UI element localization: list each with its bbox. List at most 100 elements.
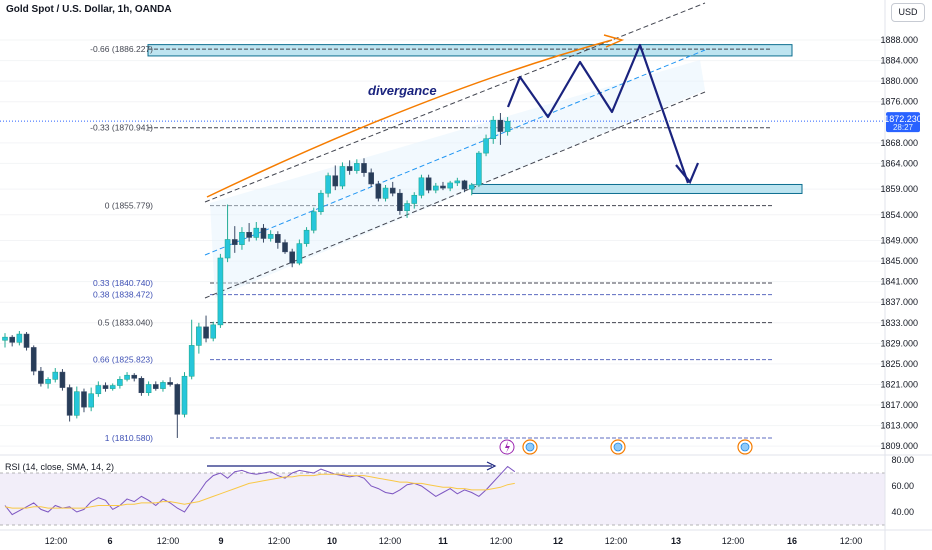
candle-body (74, 391, 80, 416)
rsi-tick-label: 40.00 (891, 507, 914, 517)
candle-body (339, 166, 346, 187)
economic-event-icon (737, 439, 753, 455)
fib-level-label: 1 (1810.580) (105, 433, 153, 443)
candle-body (117, 379, 123, 386)
candle (411, 192, 418, 209)
candle-body (476, 152, 482, 186)
grid-layer (0, 39, 885, 447)
price-tick-label: 1845.000 (880, 256, 918, 266)
flag-glyph (613, 442, 623, 452)
price-tick-label: 1888.000 (880, 35, 918, 45)
candle-body (275, 234, 281, 243)
divergence-curve (206, 39, 613, 198)
price-zone (147, 44, 793, 57)
candle-body (174, 384, 181, 415)
candle (138, 376, 145, 396)
event-icons (499, 439, 753, 455)
candle (9, 335, 15, 347)
price-tick-label: 1884.000 (880, 56, 918, 66)
candle-body (239, 231, 245, 245)
divergence-arrow-head (603, 34, 625, 48)
candles-layer (2, 113, 511, 438)
rsi-line (4, 465, 516, 516)
candle (483, 134, 489, 157)
candle (30, 345, 37, 376)
rsi-pane: 80.00 60.00 40.00 (0, 455, 914, 526)
candle-body (440, 185, 446, 189)
candle-body (346, 166, 353, 171)
projection-arrow-head (675, 162, 700, 185)
candle (296, 239, 303, 266)
candle (275, 231, 281, 249)
price-tick-label: 1817.000 (880, 400, 918, 410)
channel-lower-line (204, 91, 706, 299)
price-tick-label: 1829.000 (880, 338, 918, 348)
candle-body (447, 182, 453, 189)
candle (210, 321, 217, 342)
candle (152, 381, 159, 391)
economic-event-icon (522, 439, 538, 455)
candle (167, 377, 173, 387)
candle (504, 117, 511, 136)
candle (318, 190, 324, 215)
candle-body (504, 120, 511, 132)
candle-body (231, 239, 238, 245)
currency-button[interactable]: USD (891, 3, 925, 22)
candle-body (66, 387, 73, 416)
candle-body (483, 138, 489, 154)
candle (404, 200, 410, 218)
candle (461, 179, 468, 193)
fib-level-label: 0 (1855.779) (105, 201, 153, 211)
candle-body (490, 119, 497, 140)
time-tick-label: 6 (107, 536, 112, 546)
candle (325, 172, 331, 198)
candle-body (2, 336, 8, 341)
candle (160, 380, 166, 392)
time-axis: 12:00 6 12:00 9 12:00 10 12:00 11 12:00 12 12:00 13… (45, 536, 863, 546)
candle (454, 177, 461, 187)
price-tick-label: 1825.000 (880, 359, 918, 369)
candle-body (404, 203, 410, 211)
candle-body (52, 371, 59, 380)
candle (260, 224, 267, 243)
fib-level-label: 0.33 (1840.740) (93, 278, 153, 288)
time-tick-label: 12 (553, 536, 563, 546)
candle (109, 383, 116, 391)
candle-body (375, 183, 382, 199)
price-tick-label: 1821.000 (880, 379, 918, 389)
flag-glyph (740, 442, 750, 452)
candle (389, 181, 396, 197)
time-tick-label: 12:00 (605, 536, 628, 546)
candle-body (145, 384, 152, 394)
candle-body (260, 227, 267, 239)
candle (239, 227, 245, 250)
candle-body (16, 333, 23, 343)
candle-body (88, 393, 94, 408)
candle (253, 222, 260, 241)
candle-body (30, 347, 37, 372)
candle (145, 381, 152, 396)
candle-body (267, 234, 274, 239)
candle-body (210, 324, 217, 339)
rsi-ma-line (4, 473, 515, 509)
candle (346, 160, 353, 175)
price-tick-label: 1841.000 (880, 277, 918, 287)
candle (203, 315, 209, 343)
price-tick-label: 1859.000 (880, 184, 918, 194)
candle-body (152, 384, 159, 389)
fib-level-label: 0.5 (1833.040) (98, 318, 153, 328)
candle (361, 158, 367, 177)
rsi-divergence-arrow (486, 461, 497, 471)
time-tick-label: 11 (438, 536, 448, 546)
candle (375, 180, 382, 202)
lightning-event-icon (499, 439, 515, 455)
price-tick-label: 1876.000 (880, 97, 918, 107)
candle-body (411, 194, 418, 204)
candle-body (203, 326, 209, 339)
lightning-glyph (505, 441, 510, 453)
candle (196, 322, 202, 354)
divergence-annotation: divergance (368, 83, 437, 98)
candle (303, 227, 310, 247)
